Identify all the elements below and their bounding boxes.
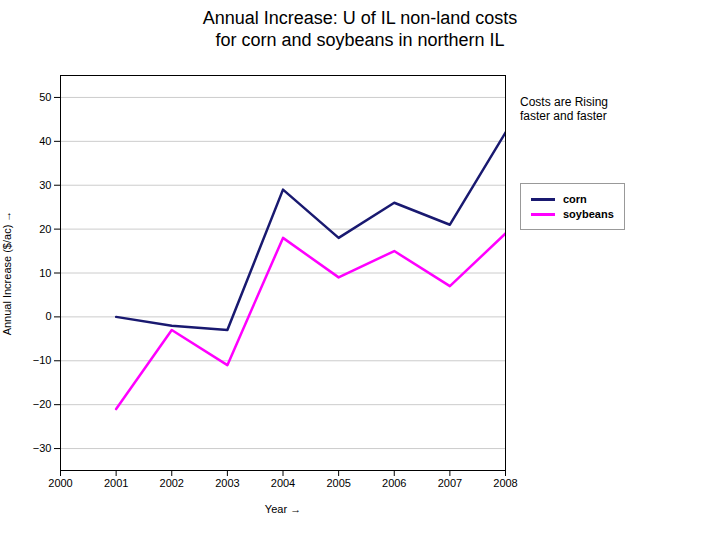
svg-text:−30: −30 <box>33 442 52 454</box>
html-text:Costs are Rising faster and fa: Costs are Rising faster and faster <box>520 95 608 124</box>
svg-text:2008: 2008 <box>493 477 517 489</box>
html-text:Annual Increase: U of IL non-l: Annual Increase: U of IL non-land costs … <box>202 8 518 50</box>
svg-text:2005: 2005 <box>326 477 350 489</box>
svg-text:20: 20 <box>39 223 51 235</box>
svg-text:2002: 2002 <box>160 477 184 489</box>
svg-text:−20: −20 <box>33 398 52 410</box>
svg-text:40: 40 <box>39 135 51 147</box>
svg-text:2007: 2007 <box>438 477 462 489</box>
svg-text:2003: 2003 <box>215 477 239 489</box>
svg-text:10: 10 <box>39 267 51 279</box>
svg-text:50: 50 <box>39 91 51 103</box>
svg-text:2004: 2004 <box>271 477 295 489</box>
svg-text:0: 0 <box>45 311 51 323</box>
svg-text:2000: 2000 <box>48 477 72 489</box>
svg-text:Annual Increase ($/ac) →: Annual Increase ($/ac) → <box>1 211 13 336</box>
svg-text:−10: −10 <box>33 354 52 366</box>
html-text:corn: corn <box>563 193 587 206</box>
svg-text:Year →: Year → <box>265 503 301 515</box>
svg-text:30: 30 <box>39 179 51 191</box>
html-text:soybeans: soybeans <box>563 208 614 221</box>
svg-text:2001: 2001 <box>104 477 128 489</box>
svg-text:2006: 2006 <box>382 477 406 489</box>
